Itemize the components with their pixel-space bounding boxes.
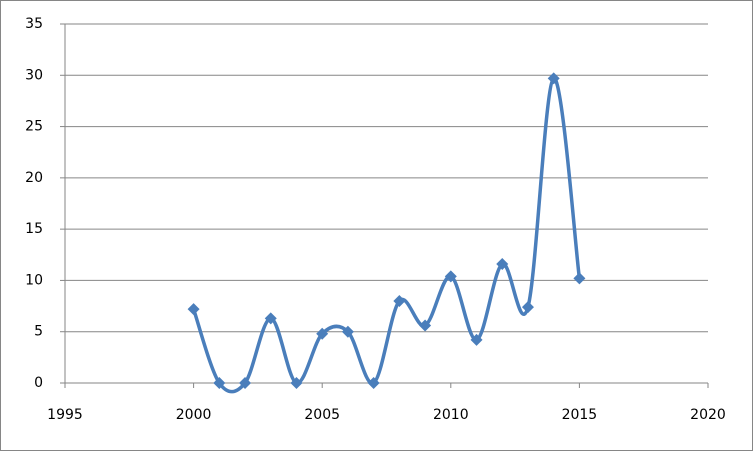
x-tick-label: 2000 bbox=[176, 407, 212, 423]
marker bbox=[290, 377, 303, 389]
marker bbox=[393, 294, 406, 307]
marker bbox=[264, 312, 277, 325]
marker bbox=[316, 327, 329, 340]
marker bbox=[187, 303, 200, 316]
y-tick-label: 25 bbox=[25, 119, 43, 135]
y-tick-label: 35 bbox=[25, 16, 43, 32]
marker bbox=[419, 319, 432, 332]
marker bbox=[496, 258, 509, 271]
y-tick-label: 20 bbox=[25, 170, 43, 186]
y-tick-label: 15 bbox=[25, 221, 43, 237]
y-tick-label: 30 bbox=[25, 67, 43, 83]
marker bbox=[444, 270, 457, 283]
marker bbox=[367, 377, 380, 389]
x-tick-label: 2005 bbox=[304, 407, 340, 423]
marker bbox=[573, 272, 586, 285]
x-tick-label: 2010 bbox=[433, 407, 469, 423]
marker bbox=[341, 325, 354, 338]
y-tick-label: 0 bbox=[34, 375, 43, 391]
marker bbox=[547, 72, 560, 85]
marker bbox=[239, 377, 252, 389]
y-tick-label: 5 bbox=[34, 324, 43, 340]
marker bbox=[470, 333, 483, 346]
x-tick-label: 2015 bbox=[562, 407, 598, 423]
x-tick-label: 2020 bbox=[690, 407, 726, 423]
y-tick-label: 10 bbox=[25, 272, 43, 288]
x-tick-label: 1995 bbox=[47, 407, 83, 423]
marker bbox=[213, 377, 226, 389]
marker bbox=[521, 301, 534, 314]
